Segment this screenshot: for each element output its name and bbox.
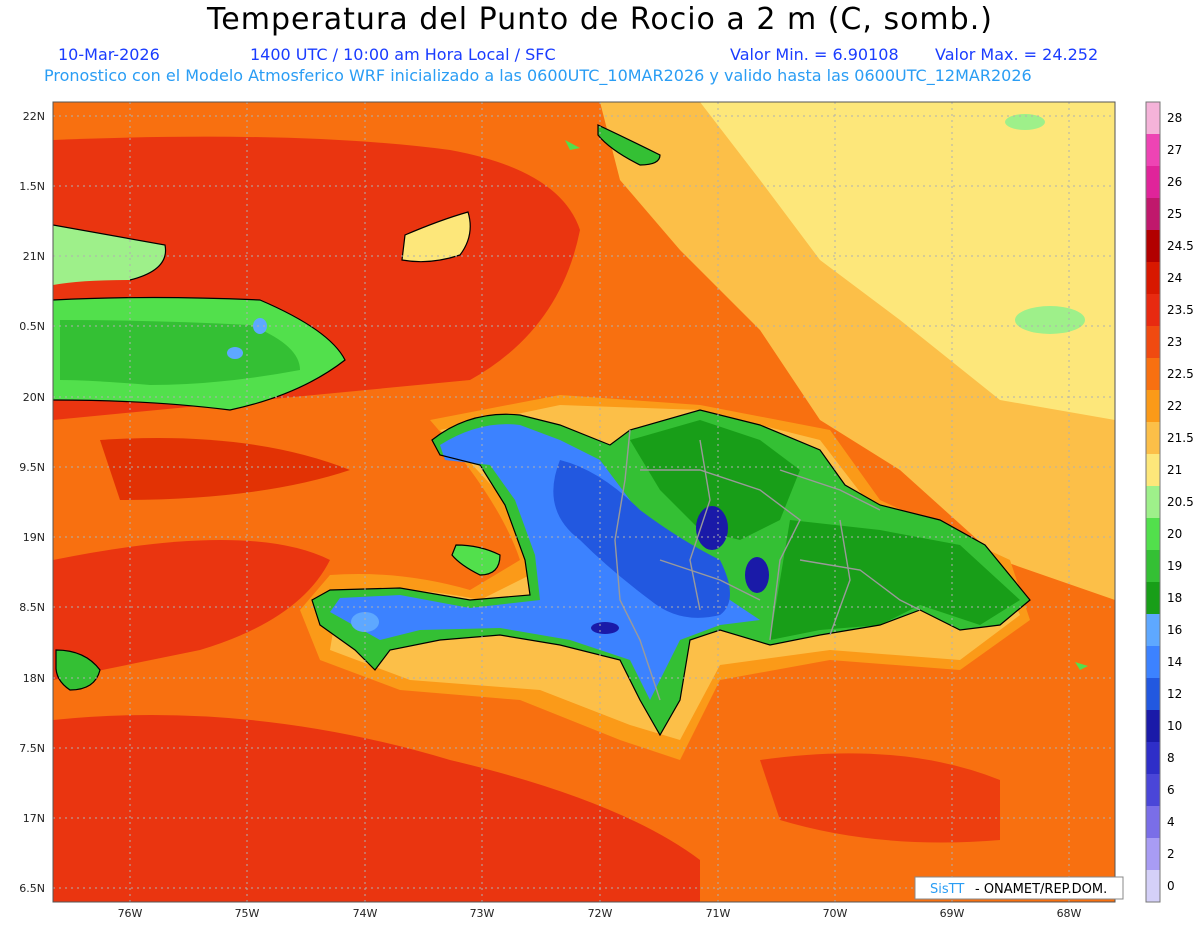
lon-label: 76W — [118, 907, 143, 920]
legend-label: 26 — [1167, 175, 1182, 189]
min-value: Valor Min. = 6.90108 — [730, 45, 899, 64]
legend-swatch — [1146, 390, 1160, 423]
legend-swatch — [1146, 230, 1160, 263]
legend-swatch — [1146, 550, 1160, 583]
latitude-labels: 22N 1.5N 21N 0.5N 20N 9.5N 19N 8.5N 18N … — [19, 110, 45, 895]
lat-label: 9.5N — [19, 461, 45, 474]
lon-label: 72W — [588, 907, 613, 920]
legend-label: 22 — [1167, 399, 1182, 413]
legend-swatch — [1146, 422, 1160, 455]
legend-swatch — [1146, 358, 1160, 391]
legend-swatch — [1146, 582, 1160, 615]
legend-swatch — [1146, 742, 1160, 775]
lat-label: 22N — [23, 110, 45, 123]
legend-label: 4 — [1167, 815, 1175, 829]
legend-label: 18 — [1167, 591, 1182, 605]
legend-swatch — [1146, 262, 1160, 295]
lat-label: 18N — [23, 672, 45, 685]
dewpoint-field — [53, 102, 1115, 902]
legend-label: 12 — [1167, 687, 1182, 701]
max-value: Valor Max. = 24.252 — [935, 45, 1099, 64]
dewpoint-map: 22N 1.5N 21N 0.5N 20N 9.5N 19N 8.5N 18N … — [19, 101, 1194, 920]
legend-swatch — [1146, 454, 1160, 487]
lon-label: 68W — [1057, 907, 1082, 920]
legend-label: 22.5 — [1167, 367, 1194, 381]
legend-label: 20.5 — [1167, 495, 1194, 509]
legend-label: 0 — [1167, 879, 1175, 893]
lon-label: 71W — [706, 907, 731, 920]
legend-swatch — [1146, 326, 1160, 359]
legend-swatch — [1146, 102, 1160, 135]
legend-label: 23 — [1167, 335, 1182, 349]
legend-label: 24 — [1167, 271, 1182, 285]
lat-label: 17N — [23, 812, 45, 825]
lon-label: 74W — [353, 907, 378, 920]
credit-brand: SisTT — [930, 882, 964, 897]
legend-label: 28 — [1167, 111, 1182, 125]
lat-label: 8.5N — [19, 601, 45, 614]
forecast-date: 10-Mar-2026 — [58, 45, 160, 64]
legend-label: 2 — [1167, 847, 1175, 861]
legend-swatch — [1146, 134, 1160, 167]
color-legend: 2827262524.52423.52322.52221.52120.52019… — [1145, 101, 1194, 903]
model-info: Pronostico con el Modelo Atmosferico WRF… — [44, 66, 1032, 85]
legend-swatch — [1146, 646, 1160, 679]
legend-label: 21 — [1167, 463, 1182, 477]
legend-swatch — [1146, 518, 1160, 551]
legend-label: 10 — [1167, 719, 1182, 733]
legend-swatch — [1146, 486, 1160, 519]
legend-swatch — [1146, 774, 1160, 807]
lon-label: 73W — [470, 907, 495, 920]
lon-label: 75W — [235, 907, 260, 920]
forecast-time: 1400 UTC / 10:00 am Hora Local / SFC — [250, 45, 556, 64]
legend-label: 27 — [1167, 143, 1182, 157]
lat-label: 6.5N — [19, 882, 45, 895]
plot-frame — [52, 101, 1116, 903]
legend-label: 6 — [1167, 783, 1175, 797]
lon-label: 70W — [823, 907, 848, 920]
legend-swatch — [1146, 166, 1160, 199]
lat-label: 7.5N — [19, 742, 45, 755]
legend-label: 19 — [1167, 559, 1182, 573]
legend-swatch — [1146, 294, 1160, 327]
legend-swatch — [1146, 614, 1160, 647]
legend-label: 8 — [1167, 751, 1175, 765]
legend-swatch — [1146, 710, 1160, 743]
legend-label: 21.5 — [1167, 431, 1194, 445]
lat-label: 19N — [23, 531, 45, 544]
legend-label: 24.5 — [1167, 239, 1194, 253]
lat-label: 20N — [23, 391, 45, 404]
legend-frame — [1145, 101, 1161, 903]
graticule — [53, 102, 1115, 902]
lat-label: 1.5N — [19, 180, 45, 193]
legend-swatch — [1146, 806, 1160, 839]
legend-label: 16 — [1167, 623, 1182, 637]
legend-swatch — [1146, 198, 1160, 231]
credit-box: SisTT - ONAMET/REP.DOM. — [914, 876, 1124, 900]
legend-swatch — [1146, 870, 1160, 903]
lat-label: 21N — [23, 250, 45, 263]
legend-swatch — [1146, 838, 1160, 871]
longitude-labels: 76W 75W 74W 73W 72W 71W 70W 69W 68W — [118, 907, 1082, 920]
legend-label: 20 — [1167, 527, 1182, 541]
legend-label: 14 — [1167, 655, 1182, 669]
map-title: Temperatura del Punto de Rocio a 2 m (C,… — [207, 2, 993, 37]
lon-label: 69W — [940, 907, 965, 920]
legend-swatch — [1146, 678, 1160, 711]
credit-org: - ONAMET/REP.DOM. — [975, 882, 1107, 897]
lat-label: 0.5N — [19, 320, 45, 333]
legend-label: 25 — [1167, 207, 1182, 221]
legend-label: 23.5 — [1167, 303, 1194, 317]
province-borders — [614, 429, 921, 701]
